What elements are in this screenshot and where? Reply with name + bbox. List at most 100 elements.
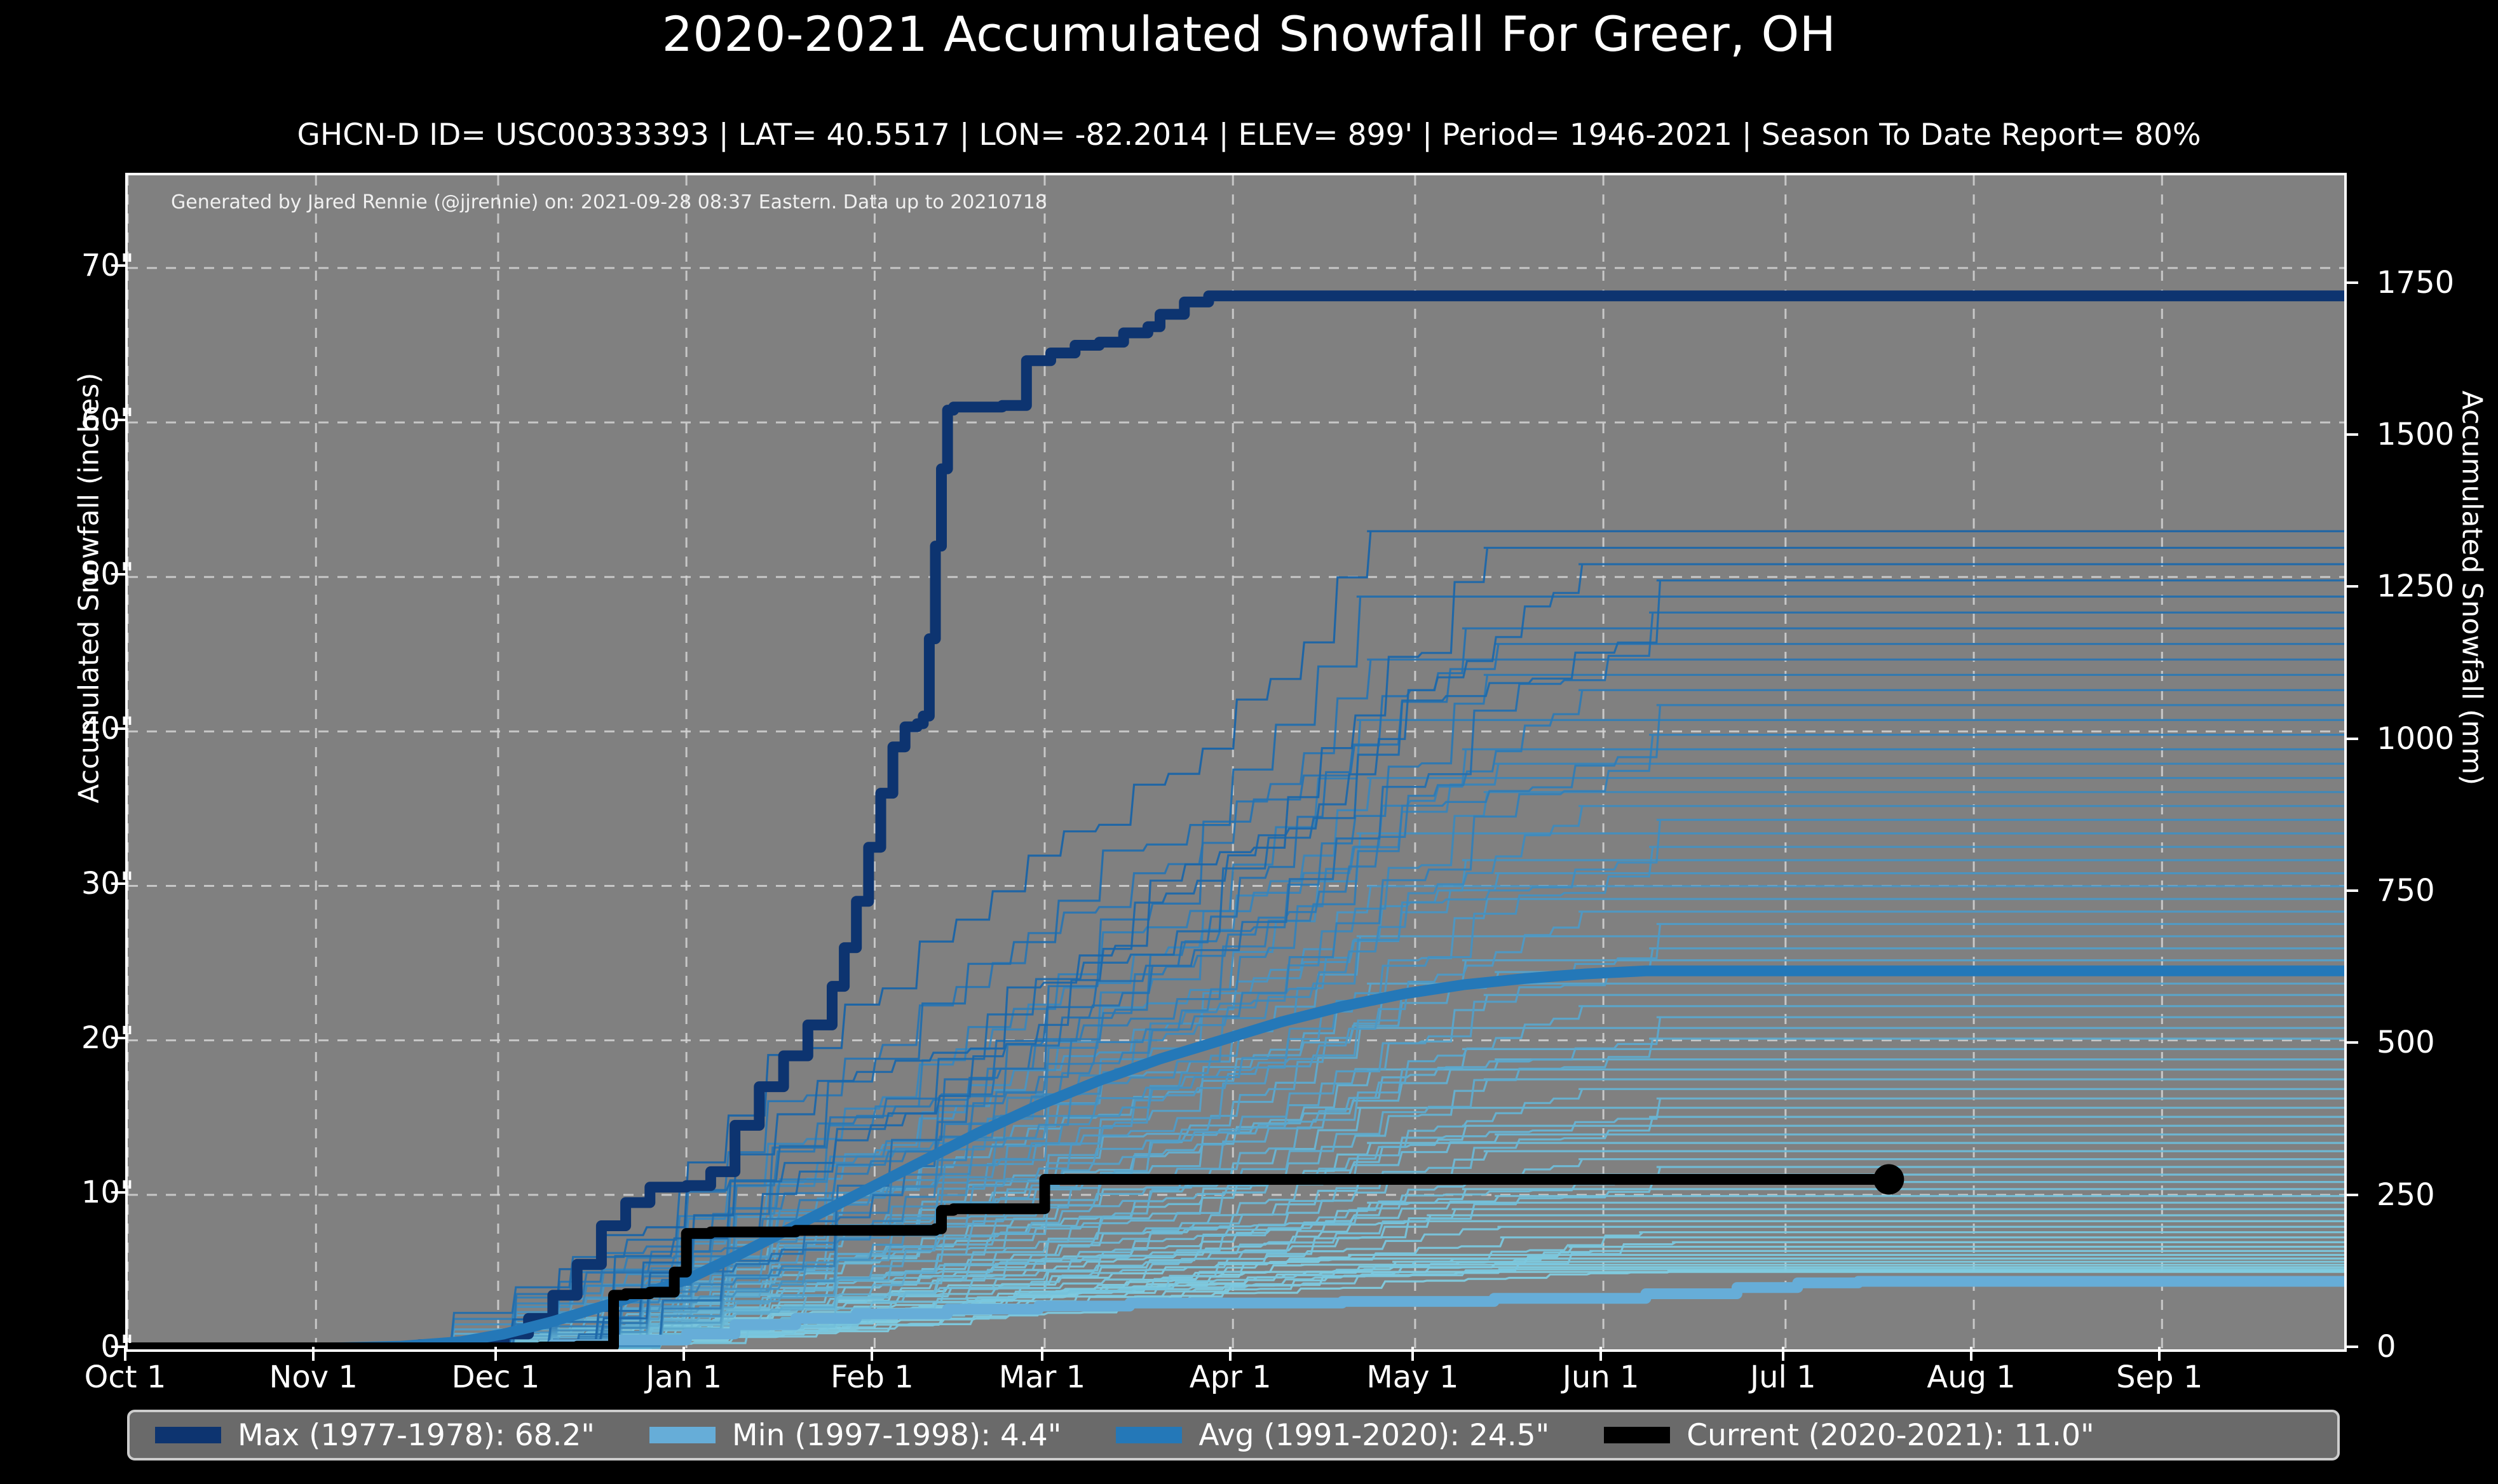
legend-label-min: Min (1997-1998): 4.4" bbox=[732, 1417, 1062, 1453]
credit-annotation: Generated by Jared Rennie (@jjrennie) on… bbox=[171, 191, 1047, 213]
historical-year-line bbox=[128, 546, 2344, 1349]
x-tick-mark bbox=[1411, 1347, 1414, 1361]
x-tick-mark bbox=[1229, 1347, 1232, 1361]
historical-year-line bbox=[128, 1088, 2344, 1349]
y-tick-label-left: 40" bbox=[81, 711, 134, 747]
historical-year-line bbox=[128, 579, 2344, 1349]
legend-label-avg: Avg (1991-2020): 24.5" bbox=[1198, 1417, 1550, 1453]
x-tick-mark bbox=[1040, 1347, 1043, 1361]
y-tick-label-right: 500 bbox=[2377, 1025, 2435, 1061]
y-tick-label-right: 1000 bbox=[2377, 720, 2455, 757]
y-tick-mark-left bbox=[111, 419, 125, 422]
legend-label-current: Current (2020-2021): 11.0" bbox=[1687, 1417, 2094, 1453]
x-tick-label: Aug 1 bbox=[1927, 1359, 2016, 1395]
x-tick-label: Dec 1 bbox=[451, 1359, 540, 1395]
historical-year-line bbox=[128, 818, 2344, 1349]
series-line-avg bbox=[128, 965, 2344, 1349]
legend-entry-min[interactable]: Min (1997-1998): 4.4" bbox=[649, 1420, 1061, 1450]
y-tick-mark-left bbox=[111, 1036, 125, 1039]
chart-legend: Max (1977-1978): 68.2" Min (1997-1998): 4… bbox=[127, 1410, 2340, 1460]
x-tick-label: Jun 1 bbox=[1562, 1359, 1639, 1395]
y-tick-label-left: 20" bbox=[81, 1020, 134, 1056]
x-tick-mark bbox=[1599, 1347, 1603, 1361]
y-tick-mark-right bbox=[2344, 281, 2358, 284]
gridlines bbox=[128, 175, 2344, 1349]
y-tick-mark-right bbox=[2344, 1193, 2358, 1196]
y-tick-label-right: 1750 bbox=[2377, 264, 2455, 300]
historical-year-line bbox=[128, 947, 2344, 1349]
legend-swatch-max bbox=[155, 1427, 221, 1443]
x-tick-label: Sep 1 bbox=[2116, 1359, 2203, 1395]
historical-year-line bbox=[128, 1037, 2344, 1349]
legend-entry-current[interactable]: Current (2020-2021): 11.0" bbox=[1604, 1420, 2094, 1450]
y-tick-mark-right bbox=[2344, 433, 2358, 436]
x-tick-label: Jul 1 bbox=[1749, 1359, 1816, 1395]
y-tick-label-left: 10" bbox=[81, 1174, 134, 1210]
legend-swatch-min bbox=[649, 1427, 716, 1443]
y-tick-label-right: 0 bbox=[2377, 1329, 2396, 1365]
x-tick-label: Oct 1 bbox=[84, 1359, 166, 1395]
y-tick-label-left: 70" bbox=[81, 247, 134, 283]
historical-year-line bbox=[128, 627, 2344, 1349]
x-tick-label: May 1 bbox=[1366, 1359, 1459, 1395]
y-tick-mark-left bbox=[111, 1346, 125, 1348]
series-line-max bbox=[128, 290, 2344, 1349]
plot-area: Generated by Jared Rennie (@jjrennie) on… bbox=[125, 173, 2347, 1352]
historical-year-line bbox=[128, 859, 2344, 1349]
historical-year-line bbox=[128, 1005, 2344, 1349]
x-tick-mark bbox=[682, 1347, 686, 1361]
historical-year-line bbox=[128, 563, 2344, 1349]
series-line-min bbox=[128, 1276, 2344, 1349]
y-tick-mark-right bbox=[2344, 889, 2358, 892]
x-tick-mark bbox=[871, 1347, 874, 1361]
y-tick-mark-right bbox=[2344, 585, 2358, 588]
y-tick-mark-right bbox=[2344, 737, 2358, 740]
historical-year-line bbox=[128, 595, 2344, 1349]
legend-label-max: Max (1977-1978): 68.2" bbox=[238, 1417, 595, 1453]
y-tick-label-right: 1250 bbox=[2377, 569, 2455, 605]
y-tick-mark-left bbox=[111, 882, 125, 885]
historical-year-line bbox=[128, 1078, 2344, 1349]
historical-year-line bbox=[128, 910, 2344, 1349]
historical-year-line bbox=[128, 1048, 2344, 1349]
y-tick-label-right: 1500 bbox=[2377, 417, 2455, 453]
x-tick-mark bbox=[2158, 1347, 2161, 1361]
historical-year-line bbox=[128, 673, 2344, 1349]
y-tick-label-right: 250 bbox=[2377, 1177, 2435, 1213]
historical-year-line bbox=[128, 1231, 2344, 1349]
historical-year-lines bbox=[128, 530, 2344, 1349]
y-tick-mark-left bbox=[111, 1191, 125, 1194]
x-tick-mark bbox=[124, 1347, 126, 1361]
historical-year-line bbox=[128, 748, 2344, 1349]
x-tick-mark bbox=[1781, 1347, 1784, 1361]
legend-swatch-avg bbox=[1116, 1427, 1183, 1443]
chart-subtitle: GHCN-D ID= USC00333393 | LAT= 40.5517 | … bbox=[297, 118, 2201, 152]
legend-swatch-current bbox=[1604, 1427, 1671, 1443]
y-tick-label-left: 60" bbox=[81, 402, 134, 438]
y-tick-mark-left bbox=[111, 573, 125, 576]
x-tick-label: Nov 1 bbox=[269, 1359, 358, 1395]
series-lines bbox=[128, 290, 2344, 1349]
x-tick-label: Jan 1 bbox=[646, 1359, 723, 1395]
historical-year-line bbox=[128, 734, 2344, 1349]
current-end-marker bbox=[1873, 1164, 1904, 1195]
x-tick-mark bbox=[1970, 1347, 1973, 1361]
y-tick-mark-right bbox=[2344, 1041, 2358, 1044]
x-tick-mark bbox=[494, 1347, 497, 1361]
historical-year-line bbox=[128, 846, 2344, 1349]
x-tick-label: Feb 1 bbox=[831, 1359, 914, 1395]
series-line-current bbox=[128, 1174, 1889, 1349]
legend-entry-avg[interactable]: Avg (1991-2020): 24.5" bbox=[1116, 1420, 1549, 1450]
y-tick-label-left: 50" bbox=[81, 556, 134, 593]
x-tick-label: Apr 1 bbox=[1189, 1359, 1272, 1395]
plot-canvas bbox=[128, 175, 2344, 1349]
y-tick-label-right: 750 bbox=[2377, 873, 2435, 908]
y-tick-mark-left bbox=[111, 727, 125, 731]
legend-entry-max[interactable]: Max (1977-1978): 68.2" bbox=[155, 1420, 595, 1450]
page-title: 2020-2021 Accumulated Snowfall For Greer… bbox=[662, 6, 1836, 62]
y-tick-label-left: 30" bbox=[81, 865, 134, 901]
y-tick-mark-right bbox=[2344, 1346, 2358, 1348]
x-tick-label: Mar 1 bbox=[998, 1359, 1086, 1395]
y-tick-mark-left bbox=[111, 264, 125, 267]
x-tick-mark bbox=[312, 1347, 315, 1361]
